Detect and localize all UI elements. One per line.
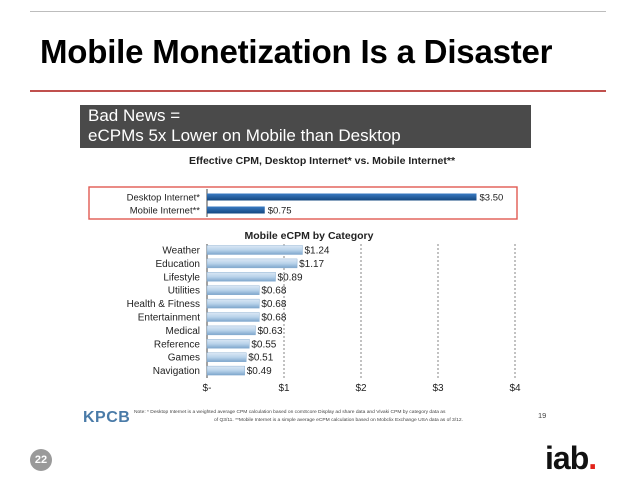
category-label: Navigation xyxy=(153,366,200,377)
comparison-bar xyxy=(207,193,477,201)
category-bar xyxy=(206,352,247,362)
category-label: Weather xyxy=(162,246,200,257)
category-label: Utilities xyxy=(168,286,200,297)
category-value-label: $1.17 xyxy=(299,259,324,270)
category-value-label: $0.89 xyxy=(278,272,303,283)
highlight-box xyxy=(88,186,518,220)
iab-logo: iab. xyxy=(545,440,597,477)
category-bar xyxy=(206,258,298,269)
category-bar xyxy=(206,298,260,309)
category-chart-title: Mobile eCPM by Category xyxy=(245,230,374,242)
top-rule xyxy=(30,11,606,12)
category-label: Reference xyxy=(154,339,201,350)
x-tick-label: $3 xyxy=(432,383,444,394)
page-number-badge: 22 xyxy=(30,449,52,471)
category-value-label: $0.51 xyxy=(248,353,273,364)
source-page-number: 19 xyxy=(538,411,546,420)
footnote-line-2: of Q3/11. **Mobile Internet is a simple … xyxy=(214,417,463,423)
iab-logo-dot: . xyxy=(588,440,597,476)
banner-line-2: eCPMs 5x Lower on Mobile than Desktop xyxy=(88,126,401,145)
category-bar xyxy=(206,245,303,255)
category-label: Medical xyxy=(166,326,200,337)
banner-line-1: Bad News = xyxy=(88,106,181,125)
category-value-label: $0.49 xyxy=(247,366,272,377)
category-bar xyxy=(206,365,245,376)
category-value-label: $0.68 xyxy=(261,313,286,324)
category-value-label: $0.63 xyxy=(258,326,283,337)
footnote-line-1: Note: * Desktop Internet is a weighted a… xyxy=(134,409,446,415)
kpcb-logo: KPCB xyxy=(83,409,130,426)
category-label: Lifestyle xyxy=(163,272,200,283)
comparison-value-label: $3.50 xyxy=(480,193,504,204)
category-label: Health & Fitness xyxy=(127,299,200,310)
slide-title: Mobile Monetization Is a Disaster xyxy=(40,33,553,70)
comparison-category-label: Desktop Internet* xyxy=(127,193,201,204)
comparison-category-label: Mobile Internet** xyxy=(130,206,201,217)
title-rule xyxy=(30,90,606,92)
category-value-label: $0.55 xyxy=(251,339,276,350)
comparison-chart-title: Effective CPM, Desktop Internet* vs. Mob… xyxy=(189,155,456,167)
comparison-value-label: $0.75 xyxy=(268,206,292,217)
category-value-label: $0.68 xyxy=(261,286,286,297)
category-label: Entertainment xyxy=(138,313,200,324)
x-tick-label: $- xyxy=(203,383,212,394)
iab-logo-text: iab xyxy=(545,440,589,476)
category-bar xyxy=(206,285,260,295)
category-bar xyxy=(206,325,256,336)
category-bar xyxy=(206,312,260,322)
x-tick-label: $2 xyxy=(355,383,367,394)
banner: Bad News = eCPMs 5x Lower on Mobile than… xyxy=(80,105,531,148)
category-label: Games xyxy=(168,353,200,364)
category-value-label: $1.24 xyxy=(304,246,329,257)
category-bar xyxy=(206,272,276,282)
category-label: Education xyxy=(156,259,200,270)
category-value-label: $0.68 xyxy=(261,299,286,310)
category-bar xyxy=(206,339,250,349)
comparison-bar xyxy=(207,206,265,214)
x-tick-label: $1 xyxy=(278,383,290,394)
x-tick-label: $4 xyxy=(509,383,521,394)
